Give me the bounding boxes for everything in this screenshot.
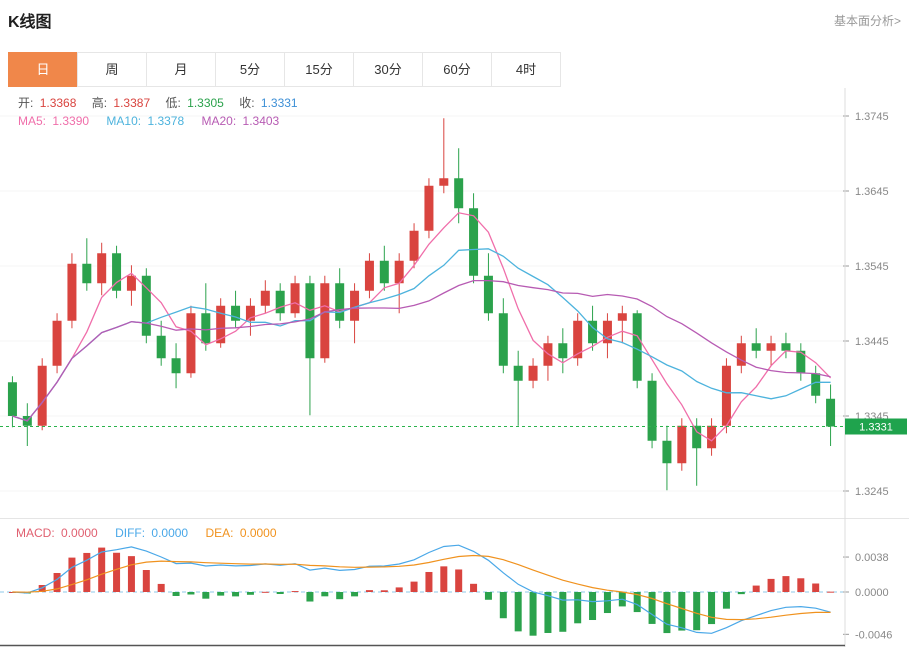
ma5-value: 1.3390 xyxy=(52,114,90,128)
tab-30min[interactable]: 30分 xyxy=(353,52,423,87)
macd-label: MACD: xyxy=(16,526,55,540)
period-tabs: 日 周 月 5分 15分 30分 60分 4时 xyxy=(8,52,561,87)
ma10-value: 1.3378 xyxy=(147,114,185,128)
svg-text:1.3445: 1.3445 xyxy=(855,336,889,348)
ohlc-readout: 开: 1.3368 高: 1.3387 低: 1.3305 收: 1.3331 xyxy=(18,94,310,111)
open-label: 开: xyxy=(18,96,34,110)
svg-text:1.3745: 1.3745 xyxy=(855,111,889,123)
tab-4hour[interactable]: 4时 xyxy=(491,52,561,87)
ma5-label: MA5: xyxy=(18,114,47,128)
ma-readout: MA5: 1.3390 MA10: 1.3378 MA20: 1.3403 xyxy=(18,114,293,128)
low-label: 低: xyxy=(165,96,181,110)
candlestick-chart-canvas[interactable]: 1.37451.36451.35451.34451.33451.32451.33… xyxy=(0,88,909,518)
close-value: 1.3331 xyxy=(260,96,298,110)
tab-day[interactable]: 日 xyxy=(8,52,78,87)
dea-value: 0.0000 xyxy=(239,526,277,540)
ma20-label: MA20: xyxy=(201,114,237,128)
svg-text:1.3245: 1.3245 xyxy=(855,486,889,498)
tab-15min[interactable]: 15分 xyxy=(284,52,354,87)
tab-5min[interactable]: 5分 xyxy=(215,52,285,87)
svg-text:1.3645: 1.3645 xyxy=(855,186,889,198)
close-label: 收: xyxy=(239,96,255,110)
svg-text:0.0000: 0.0000 xyxy=(855,587,889,599)
diff-label: DIFF: xyxy=(115,526,146,540)
ma20-value: 1.3403 xyxy=(242,114,280,128)
fundamental-analysis-link[interactable]: 基本面分析> xyxy=(833,14,901,28)
svg-text:1.3545: 1.3545 xyxy=(855,261,889,273)
main-chart-panel: 1.3745 1.3645 1.3545 1.3445 1.3345 1.3245 1.33… xyxy=(0,88,909,518)
page-title: K线图 xyxy=(8,14,52,31)
tab-month[interactable]: 月 xyxy=(146,52,216,87)
macd-panel: 0.0038 0.0000 -0.0046 MACD: 0.0000 DIFF: 0… xyxy=(0,518,909,647)
high-label: 高: xyxy=(91,96,108,110)
tab-60min[interactable]: 60分 xyxy=(422,52,492,87)
ma10-label: MA10: xyxy=(106,114,142,128)
macd-readout: MACD: 0.0000 DIFF: 0.0000 DEA: 0.0000 xyxy=(16,526,291,540)
macd-value: 0.0000 xyxy=(61,526,98,540)
macd-chart-canvas[interactable]: 0.0038 0.0000 -0.0046 xyxy=(0,518,909,647)
low-value: 1.3305 xyxy=(187,96,224,110)
svg-text:-0.0046: -0.0046 xyxy=(855,629,892,641)
dea-label: DEA: xyxy=(205,526,234,540)
svg-text:0.0038: 0.0038 xyxy=(855,552,889,564)
open-value: 1.3368 xyxy=(39,96,77,110)
high-value: 1.3387 xyxy=(113,96,151,110)
diff-value: 0.0000 xyxy=(151,526,189,540)
tab-week[interactable]: 周 xyxy=(77,52,147,87)
svg-text:1.3331: 1.3331 xyxy=(859,422,893,434)
